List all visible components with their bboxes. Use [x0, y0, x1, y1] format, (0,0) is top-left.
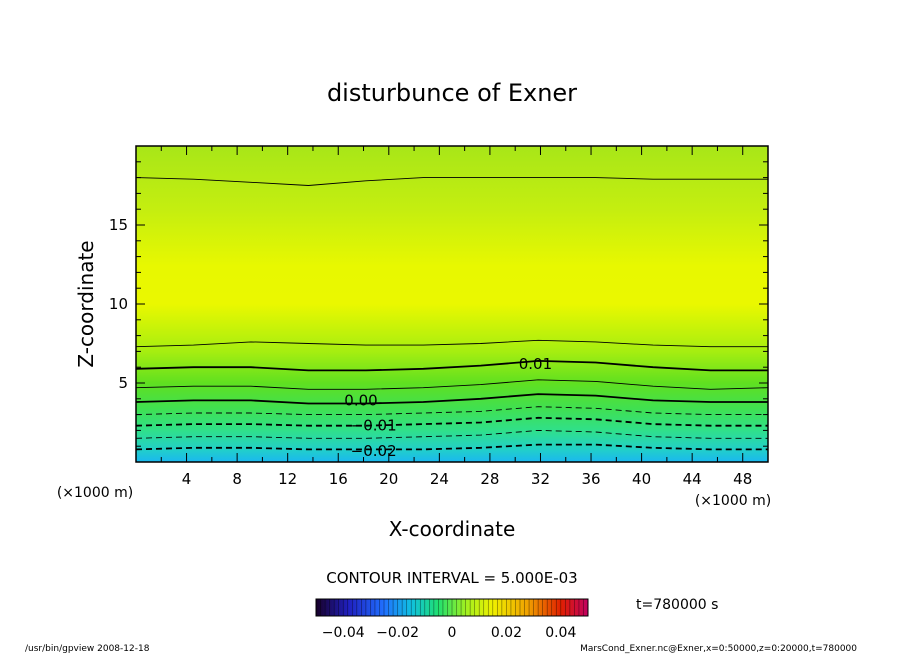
footer-left: /usr/bin/gpview 2008-12-18 — [25, 644, 150, 654]
colorbar-tick-labels: −0.04 −0.02 0 0.02 0.04 — [322, 625, 577, 641]
x-tick-label: 12 — [278, 470, 297, 488]
y-axis-label: Z-coordinate — [74, 240, 98, 367]
contour-line-4 — [136, 406, 768, 416]
colorbar: −0.04 −0.02 0 0.02 0.04 — [315, 598, 589, 641]
contour-interval: CONTOUR INTERVAL = 5.000E-03 — [326, 569, 577, 587]
y-tick-labels: 5 10 15 — [109, 216, 128, 392]
colorbar-tick-label: −0.02 — [376, 625, 419, 641]
contour-label-2: −0.01 — [351, 417, 397, 435]
contour-line-0 — [136, 339, 768, 348]
contour-label-0: 0.01 — [519, 355, 552, 373]
colorbar-tick-label: 0.02 — [491, 625, 522, 641]
y-unit-label: (×1000 m) — [57, 485, 133, 501]
colorbar-tick-label: −0.04 — [322, 625, 365, 641]
contour-line-5 — [136, 416, 768, 427]
contour-line-6 — [136, 429, 768, 439]
x-tick-label: 20 — [379, 470, 398, 488]
x-tick-labels: 4 8 12 16 20 24 28 32 36 40 44 48 — [182, 470, 752, 488]
x-tick-label: 24 — [430, 470, 449, 488]
time-label: t=780000 s — [636, 597, 718, 613]
field-shading — [136, 146, 768, 462]
x-tick-label: 36 — [581, 470, 600, 488]
x-tick-label: 4 — [182, 470, 192, 488]
x-tick-label: 40 — [632, 470, 651, 488]
plot-area: 0.01 0.00 −0.01 −0.02 — [135, 145, 769, 463]
y-tick-label: 10 — [109, 295, 128, 313]
contour-labels: 0.01 0.00 −0.01 −0.02 — [344, 355, 552, 460]
y-tick-label: 15 — [109, 216, 128, 234]
axis-ticks — [136, 146, 768, 462]
colorbar-tick-label: 0 — [448, 625, 457, 641]
contour-line-3 — [136, 393, 768, 405]
contour-line-1 — [136, 359, 768, 372]
x-tick-label: 28 — [480, 470, 499, 488]
contour-line-7 — [136, 443, 768, 451]
colorbar-stripes — [320, 599, 584, 616]
x-tick-label: 32 — [531, 470, 550, 488]
contour-label-3: −0.02 — [351, 442, 397, 460]
x-unit-label: (×1000 m) — [695, 493, 771, 509]
x-tick-label: 48 — [733, 470, 752, 488]
x-axis-label: X-coordinate — [389, 517, 516, 541]
colorbar-tick-label: 0.04 — [545, 625, 576, 641]
x-tick-label: 16 — [329, 470, 348, 488]
chart-title: disturbunce of Exner — [327, 79, 577, 107]
contour-line-8 — [136, 177, 768, 186]
footer-right: MarsCond_Exner.nc@Exner,x=0:50000,z=0:20… — [580, 644, 857, 654]
contour-line-2 — [136, 379, 768, 390]
x-tick-label: 8 — [232, 470, 242, 488]
contour-label-1: 0.00 — [344, 391, 377, 409]
x-tick-label: 44 — [683, 470, 702, 488]
y-tick-label: 5 — [118, 374, 128, 392]
contour-lines — [136, 177, 768, 451]
